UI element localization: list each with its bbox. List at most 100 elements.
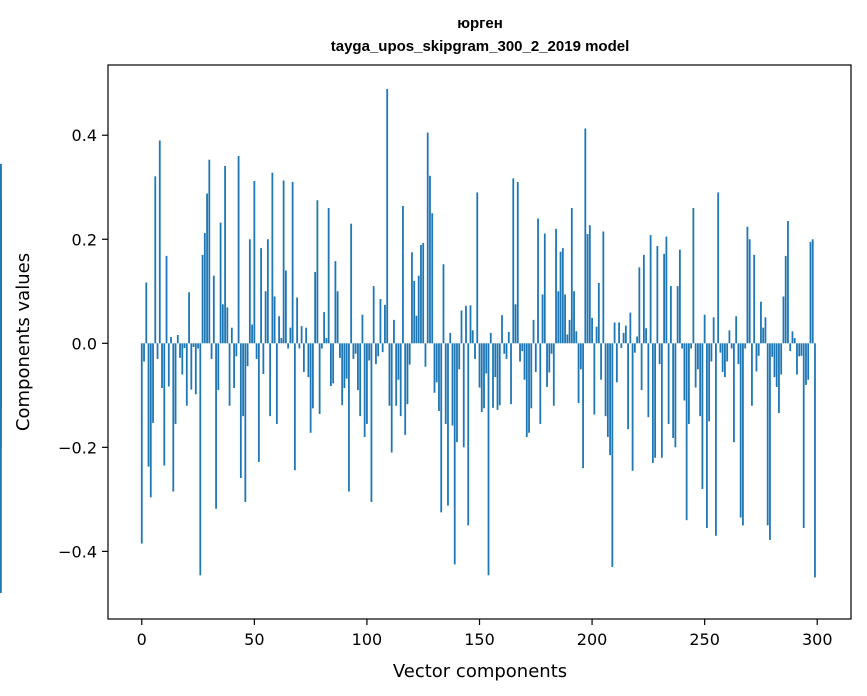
bar-89: [341, 343, 344, 406]
bar-291: [796, 343, 798, 375]
bar-152: [483, 343, 485, 409]
bar-53: [260, 248, 262, 344]
bar-297: [809, 241, 812, 344]
bar-73: [305, 327, 308, 344]
bar-235: [669, 286, 672, 344]
bar-63: [282, 180, 285, 344]
bar-54: [262, 343, 265, 374]
bar-35: [219, 222, 222, 344]
bar-153: [485, 343, 488, 374]
bar-88: [339, 343, 341, 358]
bar-70: [298, 343, 301, 349]
bar-129: [431, 213, 434, 344]
bar-38: [226, 307, 229, 344]
bar-220: [636, 336, 639, 344]
bar-190: [568, 319, 571, 344]
bar-144: [465, 305, 467, 344]
bar-255: [715, 343, 717, 536]
x-tick-label: 200: [577, 630, 608, 649]
bar-234: [667, 343, 670, 424]
bar-95: [354, 343, 357, 354]
bar-178: [541, 294, 544, 344]
bar-4: [149, 343, 152, 498]
bar-36: [221, 304, 224, 344]
plot-frame: [107, 64, 852, 620]
bar-12: [167, 343, 170, 387]
bar-135: [444, 343, 447, 424]
bar-122: [415, 315, 418, 344]
bar-187: [561, 248, 564, 344]
bar-1: [143, 343, 145, 362]
bar-212: [618, 322, 620, 344]
bar-24: [194, 343, 197, 395]
y-tick-label: −0.2: [58, 438, 97, 457]
y-tick-label: −0.4: [58, 542, 97, 561]
bar-278: [766, 343, 769, 526]
bar-172: [528, 343, 530, 433]
bar-242: [685, 343, 688, 521]
bar-288: [789, 343, 792, 352]
bar-268: [744, 343, 747, 349]
bar-245: [692, 208, 695, 344]
bar-246: [694, 343, 697, 388]
bar-264: [735, 316, 738, 344]
bar-198: [586, 234, 589, 344]
bar-100: [366, 343, 368, 424]
bar-115: [399, 343, 402, 417]
bar-91: [345, 343, 348, 379]
bar-151: [480, 343, 483, 412]
bar-239: [678, 249, 681, 344]
bar-185: [557, 291, 560, 344]
bar-145: [467, 343, 470, 526]
bar-256: [717, 192, 720, 344]
bar-16: [176, 334, 179, 344]
bar-177: [539, 343, 542, 424]
bar-253: [710, 343, 713, 362]
bar-133: [440, 343, 443, 513]
bar-216: [627, 343, 629, 430]
bar-123: [417, 275, 420, 344]
bar-66: [289, 327, 292, 344]
bar-85: [332, 343, 335, 384]
bar-81: [323, 312, 326, 344]
bar-183: [552, 343, 555, 406]
bar-214: [622, 332, 625, 344]
bar-272: [753, 254, 756, 344]
bar-104: [375, 343, 377, 365]
bar-103: [372, 286, 375, 344]
bar-55: [264, 291, 267, 344]
bar-118: [406, 343, 409, 405]
y-tick-label: 0.2: [72, 230, 97, 249]
y-tick-label: 0.4: [72, 126, 97, 145]
bar-269: [746, 226, 749, 344]
bar-298: [811, 239, 814, 344]
bar-116: [402, 205, 404, 344]
bar-132: [438, 343, 440, 411]
bar-3: [147, 343, 150, 467]
bar-111: [390, 343, 393, 453]
bar-241: [683, 343, 686, 401]
bar-273: [755, 343, 758, 372]
bar-243: [687, 343, 690, 424]
bar-143: [462, 343, 465, 448]
bar-149: [476, 192, 479, 344]
bar-231: [660, 343, 663, 458]
bar-140: [456, 343, 458, 443]
x-axis: 0 50 100 150 200 250 300: [137, 619, 833, 649]
bar-44: [239, 343, 242, 479]
bar-169: [521, 343, 524, 352]
bar-7: [156, 343, 159, 359]
bar-250: [703, 314, 706, 344]
bar-17: [179, 343, 181, 358]
bar-200: [591, 317, 593, 344]
bar-14: [172, 343, 175, 492]
bar-107: [381, 343, 384, 353]
bar-257: [719, 343, 722, 353]
bar-210: [613, 322, 616, 344]
bar-62: [280, 338, 283, 344]
bar-205: [602, 231, 605, 344]
bar-174: [532, 319, 535, 344]
bar-29: [206, 193, 208, 344]
bar-195: [579, 343, 582, 370]
bar-286: [784, 255, 787, 344]
